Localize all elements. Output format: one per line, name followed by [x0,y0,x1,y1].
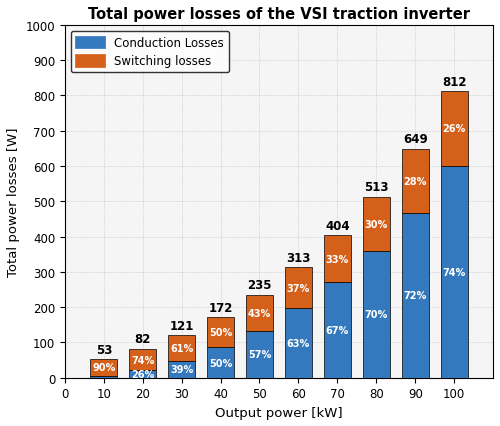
Text: 50%: 50% [209,328,232,337]
Bar [440,166,468,378]
Text: 57%: 57% [248,349,271,359]
Text: 37%: 37% [287,283,310,293]
Text: 26%: 26% [442,124,466,134]
Text: 82: 82 [134,333,151,345]
Text: 513: 513 [364,181,388,194]
Text: 63%: 63% [287,338,310,348]
Text: 74%: 74% [131,355,154,365]
Bar [324,236,351,282]
Text: 313: 313 [286,251,310,264]
Text: 30%: 30% [364,219,388,229]
Text: 67%: 67% [326,325,349,335]
Text: 33%: 33% [326,254,349,264]
Bar [440,92,468,166]
Text: 74%: 74% [442,267,466,277]
Bar [168,361,196,378]
Text: 43%: 43% [248,308,271,318]
Bar [90,376,118,378]
Bar [168,335,196,361]
Text: 172: 172 [208,301,233,314]
Text: 812: 812 [442,75,466,89]
Text: 26%: 26% [131,369,154,379]
Bar [362,197,390,251]
Text: 53: 53 [96,343,112,356]
Text: 404: 404 [325,219,349,232]
Bar [207,348,234,378]
Bar [207,317,234,348]
Text: 72%: 72% [404,291,427,301]
Y-axis label: Total power losses [W]: Total power losses [W] [7,127,20,276]
Legend: Conduction Losses, Switching losses: Conduction Losses, Switching losses [71,32,229,73]
Bar [90,359,118,376]
Bar [362,251,390,378]
Text: 39%: 39% [170,365,194,374]
Text: 28%: 28% [404,176,427,187]
X-axis label: Output power [kW]: Output power [kW] [215,406,343,419]
Bar [129,349,156,370]
Text: 121: 121 [170,319,194,332]
Bar [285,308,312,378]
Text: 235: 235 [247,279,272,292]
Bar [402,150,429,213]
Bar [285,268,312,308]
Bar [129,370,156,378]
Bar [402,213,429,378]
Text: 61%: 61% [170,343,194,353]
Title: Total power losses of the VSI traction inverter: Total power losses of the VSI traction i… [88,7,470,22]
Text: 70%: 70% [364,310,388,320]
Bar [246,331,273,378]
Bar [246,295,273,331]
Text: 50%: 50% [209,358,232,368]
Text: 649: 649 [403,133,427,146]
Bar [324,282,351,378]
Text: 90%: 90% [92,363,116,373]
